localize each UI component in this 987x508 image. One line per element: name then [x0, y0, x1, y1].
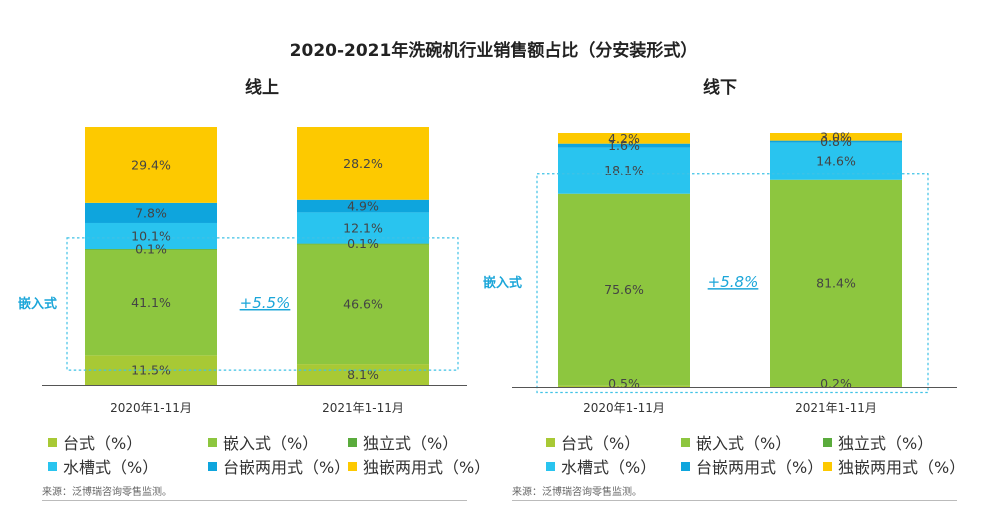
offline-legend-swatch-水槽式	[546, 461, 555, 471]
online-label-2-独嵌两用式: 28.2%	[343, 156, 383, 171]
offline-legend-item-嵌入式: 嵌入式（%）	[681, 430, 791, 454]
offline-legend-swatch-嵌入式	[681, 437, 690, 447]
offline-bar-2-segment-台嵌两用式	[770, 140, 902, 143]
online-legend-item-独立式: 独立式（%）	[348, 430, 458, 454]
source-note-offline: 来源：泛博瑞咨询零售监测。	[512, 487, 642, 498]
offline-label-2-嵌入式: 81.4%	[816, 276, 856, 291]
source-note-online: 来源：泛博瑞咨询零售监测。	[42, 487, 172, 498]
offline-legend-label-独立式: 独立式（%）	[838, 434, 934, 453]
online-category-label-2: 2021年1-11月	[322, 401, 404, 415]
main-title: 2020-2021年洗碗机行业销售额占比（分安装形式）	[289, 41, 698, 61]
offline-legend-swatch-台式	[546, 437, 555, 447]
online-label-2-台式: 8.1%	[347, 367, 379, 382]
offline-category-label-2: 2021年1-11月	[795, 401, 877, 415]
online-legend-swatch-嵌入式	[208, 437, 217, 447]
offline-legend-item-水槽式: 水槽式（%）	[546, 454, 656, 478]
offline-legend-swatch-独立式	[823, 437, 832, 447]
online-bar-2-segment-嵌入式	[297, 243, 429, 365]
footer-divider-left	[42, 500, 467, 501]
offline-legend-swatch-台嵌两用式	[681, 461, 690, 471]
online-label-1-嵌入式: 41.1%	[131, 295, 171, 310]
offline-bar-2-segment-独嵌两用式	[770, 133, 902, 141]
offline-category-label-1: 2020年1-11月	[583, 401, 665, 415]
online-highlight-label: 嵌入式	[18, 296, 57, 312]
footer-divider-right	[512, 500, 957, 501]
offline-highlight-label: 嵌入式	[483, 275, 522, 291]
online-bar-1-segment-独立式	[85, 249, 217, 250]
offline-label-1-水槽式: 18.1%	[604, 163, 644, 178]
offline-bar-1-segment-独嵌两用式	[558, 133, 690, 144]
offline-bar-1-segment-台式	[558, 385, 690, 387]
online-bar-2-segment-独立式	[297, 243, 429, 245]
online-bar-1-segment-台嵌两用式	[85, 202, 217, 223]
online-bar-2-segment-独嵌两用式	[297, 127, 429, 200]
online-legend-swatch-台嵌两用式	[208, 461, 217, 471]
online-legend-item-台式: 台式（%）	[48, 430, 142, 454]
offline-legend-swatch-独嵌两用式	[823, 461, 832, 471]
online-legend-label-水槽式: 水槽式（%）	[63, 458, 159, 477]
offline-bar-2-segment-台式	[770, 386, 902, 388]
online-category-label-1: 2020年1-11月	[110, 401, 192, 415]
online-label-2-水槽式: 12.1%	[343, 221, 383, 236]
online-legend-swatch-独嵌两用式	[348, 461, 357, 471]
offline-label-1-独嵌两用式: 4.2%	[608, 131, 640, 146]
online-label-2-独立式: 0.1%	[347, 236, 379, 251]
online-change-annotation: +5.5%	[240, 294, 291, 312]
online-bar-2-segment-台嵌两用式	[297, 199, 429, 213]
offline-legend-label-台式: 台式（%）	[561, 434, 641, 453]
online-label-2-台嵌两用式: 4.9%	[347, 199, 379, 214]
offline-bar-1-segment-台嵌两用式	[558, 143, 690, 148]
online-highlight-box	[66, 237, 459, 371]
online-label-1-台嵌两用式: 7.8%	[135, 205, 167, 220]
online-label-2-嵌入式: 46.6%	[343, 296, 383, 311]
offline-legend-label-水槽式: 水槽式（%）	[561, 458, 657, 477]
online-bar-1-segment-嵌入式	[85, 249, 217, 356]
online-panel-title: 线上	[245, 77, 279, 98]
online-legend-item-水槽式: 水槽式（%）	[48, 454, 158, 478]
offline-legend-label-台嵌两用式: 台嵌两用式（%）	[696, 458, 824, 477]
online-bar-1-segment-独嵌两用式	[85, 127, 217, 203]
offline-label-1-嵌入式: 75.6%	[604, 282, 644, 297]
offline-legend-item-台式: 台式（%）	[546, 430, 640, 454]
online-legend-swatch-台式	[48, 437, 57, 447]
online-legend-label-独嵌两用式: 独嵌两用式（%）	[363, 458, 491, 477]
online-legend-label-台嵌两用式: 台嵌两用式（%）	[223, 458, 351, 477]
online-legend-label-台式: 台式（%）	[63, 434, 143, 453]
online-bar-1-segment-水槽式	[85, 222, 217, 250]
offline-change-annotation: +5.8%	[708, 273, 759, 291]
online-label-1-水槽式: 10.1%	[131, 229, 171, 244]
offline-bar-1-segment-水槽式	[558, 147, 690, 194]
offline-label-2-台式: 0.2%	[820, 376, 852, 391]
offline-panel-title: 线下	[703, 77, 737, 98]
offline-highlight-box	[536, 173, 929, 394]
offline-legend-item-独立式: 独立式（%）	[823, 430, 933, 454]
offline-label-2-台嵌两用式: 0.8%	[820, 134, 852, 149]
online-legend-label-独立式: 独立式（%）	[363, 434, 459, 453]
offline-label-1-台式: 0.5%	[608, 376, 640, 391]
offline-legend-label-嵌入式: 嵌入式（%）	[696, 434, 792, 453]
online-legend-item-台嵌两用式: 台嵌两用式（%）	[208, 454, 350, 478]
offline-legend-item-台嵌两用式: 台嵌两用式（%）	[681, 454, 823, 478]
offline-label-2-独嵌两用式: 3.0%	[820, 129, 852, 144]
online-bar-2-segment-台式	[297, 364, 429, 385]
online-legend-label-嵌入式: 嵌入式（%）	[223, 434, 319, 453]
online-legend-swatch-水槽式	[48, 461, 57, 471]
online-label-1-独立式: 0.1%	[135, 242, 167, 257]
offline-legend-item-独嵌两用式: 独嵌两用式（%）	[823, 454, 965, 478]
online-legend-swatch-独立式	[348, 437, 357, 447]
offline-bar-2-segment-嵌入式	[770, 179, 902, 387]
online-legend-item-独嵌两用式: 独嵌两用式（%）	[348, 454, 490, 478]
offline-legend-label-独嵌两用式: 独嵌两用式（%）	[838, 458, 966, 477]
online-label-1-独嵌两用式: 29.4%	[131, 157, 171, 172]
offline-label-2-水槽式: 14.6%	[816, 154, 856, 169]
online-legend-item-嵌入式: 嵌入式（%）	[208, 430, 318, 454]
offline-bar-1-segment-嵌入式	[558, 193, 690, 386]
offline-label-1-台嵌两用式: 1.6%	[608, 138, 640, 153]
